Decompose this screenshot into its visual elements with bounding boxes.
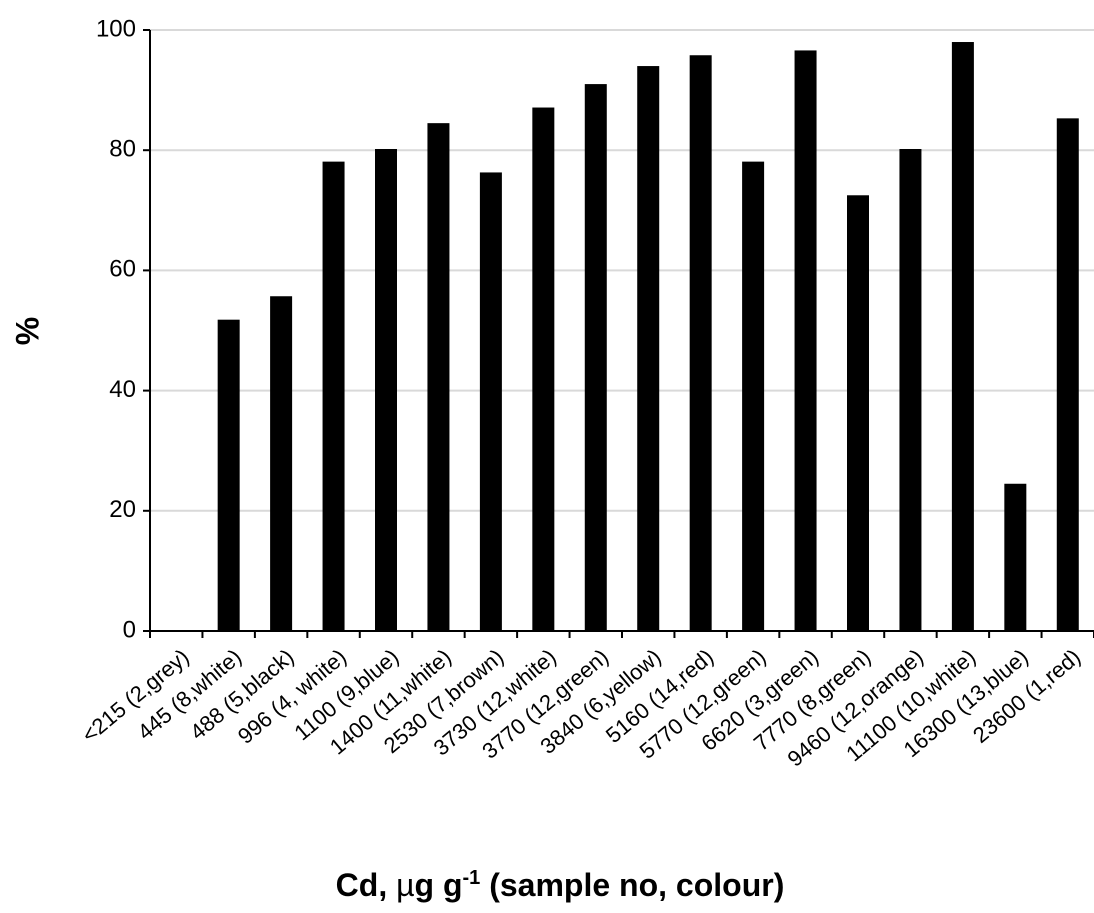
bar bbox=[637, 66, 660, 631]
x-category-labels: <215 (2,grey)445 (8,white)488 (5,black)9… bbox=[77, 644, 1085, 772]
x-axis-title: Cd, µg g-1 (sample no, colour) bbox=[336, 867, 785, 903]
bar bbox=[532, 107, 555, 632]
y-tick-label: 20 bbox=[109, 496, 136, 523]
axes bbox=[143, 29, 1094, 638]
y-tick-label: 40 bbox=[109, 376, 136, 403]
bar bbox=[794, 50, 817, 631]
bar bbox=[951, 42, 974, 631]
y-axis-title: % bbox=[9, 317, 45, 345]
x-axis-title-superscript: -1 bbox=[463, 867, 481, 889]
x-axis-title-suffix: (sample no, colour) bbox=[480, 867, 784, 903]
bar bbox=[479, 172, 502, 631]
bar bbox=[270, 296, 293, 631]
bar bbox=[217, 319, 240, 631]
bars bbox=[217, 42, 1079, 632]
y-tick-label: 60 bbox=[109, 256, 136, 283]
y-tick-label: 80 bbox=[109, 136, 136, 163]
gridlines bbox=[150, 29, 1094, 512]
y-tick-labels: 0 20 40 60 80 100 bbox=[96, 15, 136, 643]
bar bbox=[1004, 483, 1027, 631]
y-tick-label: 100 bbox=[96, 15, 136, 42]
x-axis-title-unit: g g bbox=[415, 867, 463, 903]
bar bbox=[899, 148, 922, 632]
bar bbox=[375, 148, 397, 632]
bar bbox=[689, 55, 712, 631]
x-axis-title-prefix: Cd, bbox=[336, 867, 396, 903]
x-axis-title-mu: µ bbox=[396, 867, 414, 903]
bar bbox=[742, 161, 765, 631]
bar bbox=[322, 161, 345, 631]
y-tick-label: 0 bbox=[123, 616, 136, 643]
bar bbox=[584, 84, 607, 632]
bar bbox=[1056, 118, 1079, 632]
bar bbox=[847, 195, 869, 631]
bar bbox=[427, 123, 450, 631]
